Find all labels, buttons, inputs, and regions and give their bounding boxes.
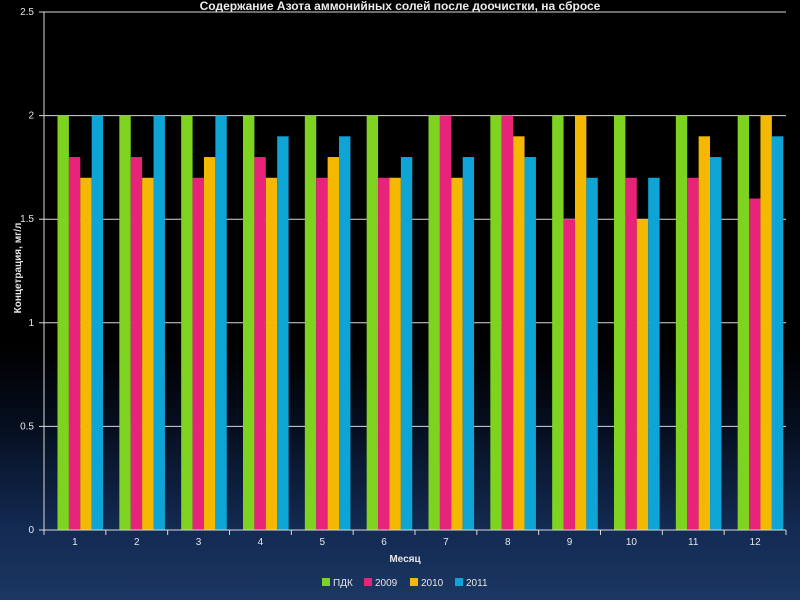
- bar-2011-month-11: [710, 157, 722, 531]
- x-tick-label: 2: [134, 537, 140, 548]
- bars: [57, 115, 784, 531]
- bar-2009-month-10: [625, 177, 637, 530]
- x-tick-label: 7: [443, 537, 449, 548]
- bar-2009-month-4: [254, 157, 266, 531]
- x-axis-title: Месяц: [389, 554, 421, 565]
- bar-2010-month-11: [698, 136, 711, 530]
- legend-label: 2009: [375, 578, 398, 589]
- x-tick-label: 12: [750, 537, 762, 548]
- bar-2010-month-10: [636, 219, 649, 530]
- bar-ПДК-month-2: [119, 115, 131, 530]
- bar-2009-month-1: [68, 157, 81, 531]
- bar-2010-month-9: [574, 115, 587, 530]
- bar-2009-month-9: [563, 219, 575, 530]
- bar-ПДК-month-1: [57, 115, 69, 530]
- bar-ПДК-month-5: [304, 115, 317, 530]
- bar-ПДК-month-7: [428, 115, 440, 530]
- legend-swatch-2011: [455, 578, 463, 586]
- bar-ПДК-month-11: [675, 115, 688, 530]
- bar-2011-month-3: [215, 115, 227, 530]
- x-tick-label: 5: [319, 537, 325, 548]
- legend-swatch-ПДК: [322, 578, 330, 586]
- bar-2011-month-9: [586, 177, 598, 530]
- y-axis-title: Концетрация, мг/л: [13, 223, 24, 314]
- chart-title: Содержание Азота аммонийных солей после …: [200, 0, 601, 13]
- bar-ПДК-month-12: [737, 115, 750, 530]
- bar-ПДК-month-10: [614, 115, 626, 530]
- y-tick-label: 0.5: [20, 421, 34, 432]
- bar-2011-month-10: [648, 177, 660, 530]
- bar-ПДК-month-4: [243, 115, 255, 530]
- bar-2010-month-8: [513, 136, 525, 530]
- legend-label: 2010: [421, 578, 444, 589]
- bar-2010-month-1: [80, 177, 92, 530]
- bar-2009-month-6: [378, 177, 390, 530]
- x-tick-label: 4: [258, 537, 264, 548]
- bar-2010-month-3: [203, 157, 216, 531]
- bar-2009-month-7: [439, 115, 452, 530]
- legend-swatch-2009: [364, 578, 372, 586]
- bar-2011-month-2: [153, 115, 165, 530]
- x-tick-label: 3: [196, 537, 202, 548]
- legend: ПДК 2009 2010 2011: [322, 578, 488, 589]
- x-tick-label: 6: [381, 537, 387, 548]
- bar-2009-month-2: [130, 157, 143, 531]
- bar-2011-month-6: [400, 157, 413, 531]
- bar-2011-month-7: [462, 157, 475, 531]
- x-tick-label: 1: [72, 537, 78, 548]
- x-tick-label: 11: [688, 537, 699, 548]
- x-tick-label: 8: [505, 537, 511, 548]
- bar-2011-month-5: [339, 136, 351, 530]
- y-tick-label: 0: [28, 525, 34, 536]
- bar-2011-month-12: [771, 136, 784, 530]
- y-tick-label: 1: [28, 318, 34, 329]
- bar-2010-month-2: [142, 177, 154, 530]
- bar-2011-month-1: [91, 115, 104, 530]
- bar-2009-month-3: [192, 177, 204, 530]
- legend-label: ПДК: [333, 578, 353, 589]
- bar-2011-month-4: [277, 136, 289, 530]
- bar-2009-month-5: [316, 177, 328, 530]
- bar-ПДК-month-9: [552, 115, 564, 530]
- bar-2010-month-7: [451, 177, 463, 530]
- bar-2009-month-12: [749, 198, 761, 531]
- x-tick-label: 10: [626, 537, 638, 548]
- y-tick-label: 2: [28, 111, 34, 122]
- x-axis: 1 2 3 4 5 6 7 8 9 10 11 12: [43, 529, 787, 548]
- bar-2010-month-6: [389, 177, 401, 530]
- bar-2010-month-12: [760, 115, 772, 530]
- bar-2009-month-8: [501, 115, 514, 530]
- bar-ПДК-month-8: [490, 115, 502, 530]
- y-tick-label: 1.5: [20, 214, 34, 225]
- bar-2011-month-8: [524, 157, 536, 531]
- bar-2010-month-5: [327, 157, 340, 531]
- y-axis: 0 0.5 1 1.5 2 2.5: [20, 7, 45, 536]
- y-tick-label: 2.5: [20, 7, 34, 18]
- bar-2010-month-4: [265, 177, 278, 530]
- legend-swatch-2010: [410, 578, 418, 586]
- x-tick-label: 9: [567, 537, 573, 548]
- bar-2009-month-11: [687, 177, 699, 530]
- bar-ПДК-month-3: [181, 115, 193, 530]
- legend-label: 2011: [466, 578, 488, 589]
- bar-ПДК-month-6: [366, 115, 379, 530]
